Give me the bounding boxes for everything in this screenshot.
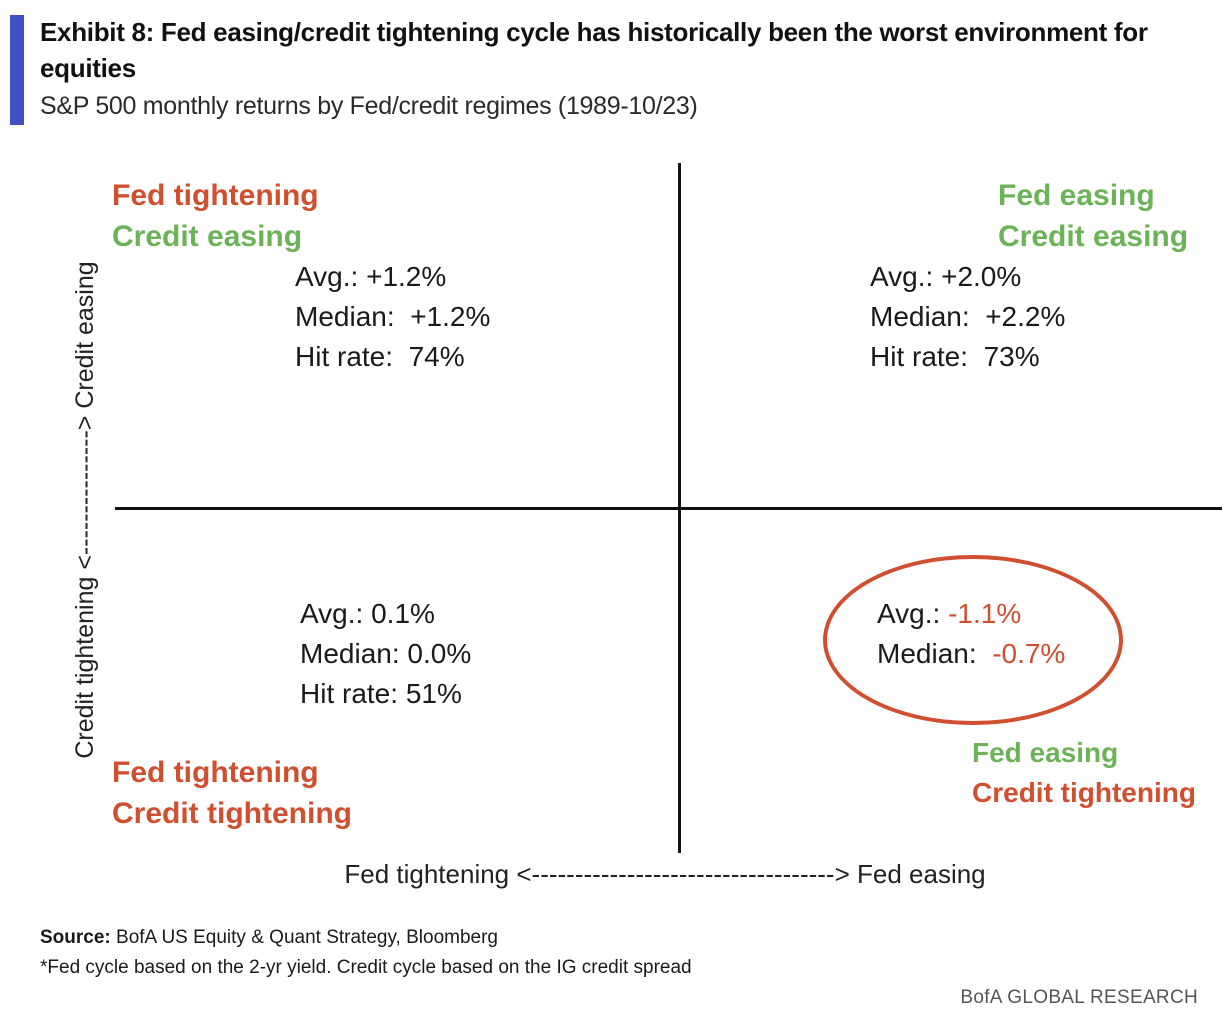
median-label: Median: (300, 638, 400, 669)
median-value: +2.2% (985, 301, 1066, 332)
avg-label: Avg.: (870, 261, 934, 292)
hit-rate-label: Hit rate: (300, 678, 399, 709)
exhibit-title: Exhibit 8: Fed easing/credit tightening … (40, 17, 1148, 83)
source-text: BofA US Equity & Quant Strategy, Bloombe… (116, 927, 498, 948)
horizontal-axis-line (115, 507, 1222, 510)
footnote: *Fed cycle based on the 2-yr yield. Cred… (40, 957, 692, 978)
hit-rate-label: Hit rate: (295, 341, 394, 372)
regime-fed-label: Fed easing (972, 737, 1119, 768)
avg-value: +2.0% (941, 261, 1022, 292)
avg-value: -1.1% (948, 598, 1022, 629)
hit-rate-value: 73% (983, 341, 1040, 372)
exhibit-subtitle: S&P 500 monthly returns by Fed/credit re… (40, 92, 698, 120)
y-axis-label: Credit tightening <---------------> Cred… (71, 261, 99, 759)
hit-rate-row: Hit rate: 73% (870, 337, 1065, 377)
hit-rate-value: 51% (405, 678, 462, 709)
median-row: Median: 0.0% (300, 634, 471, 674)
quadrant-top-right-regime: Fed easing Credit easing (998, 175, 1188, 257)
avg-row: Avg.: +1.2% (295, 257, 490, 297)
quadrant-bottom-left-stats: Avg.: 0.1% Median: 0.0% Hit rate: 51% (300, 594, 471, 714)
median-label: Median: (295, 301, 395, 332)
regime-fed-label: Fed tightening (112, 756, 319, 789)
hit-rate-row: Hit rate: 74% (295, 337, 490, 377)
quadrant-bottom-right-stats: Avg.: -1.1% Median: -0.7% (877, 594, 1065, 674)
brand-label: BofA GLOBAL RESEARCH (960, 987, 1198, 1008)
regime-credit-label: Credit tightening (972, 777, 1196, 808)
exhibit-accent-bar (10, 15, 24, 125)
median-row: Median: -0.7% (877, 634, 1065, 674)
highlight-ellipse (823, 555, 1123, 725)
avg-row: Avg.: +2.0% (870, 257, 1065, 297)
source-label: Source: (40, 927, 111, 948)
quadrant-top-right-stats: Avg.: +2.0% Median: +2.2% Hit rate: 73% (870, 257, 1065, 377)
median-value: -0.7% (992, 638, 1066, 669)
hit-rate-value: 74% (408, 341, 465, 372)
regime-credit-label: Credit easing (998, 220, 1189, 253)
regime-fed-label: Fed tightening (112, 179, 319, 212)
median-value: 0.0% (407, 638, 472, 669)
hit-rate-label: Hit rate: (870, 341, 969, 372)
regime-fed-label: Fed easing (998, 179, 1155, 212)
quadrant-bottom-right-regime: Fed easing Credit tightening (972, 733, 1196, 813)
avg-label: Avg.: (300, 598, 364, 629)
quadrant-top-left-stats: Avg.: +1.2% Median: +1.2% Hit rate: 74% (295, 257, 490, 377)
avg-row: Avg.: 0.1% (300, 594, 471, 634)
source-note: Source: BofA US Equity & Quant Strategy,… (40, 925, 498, 951)
avg-value: +1.2% (366, 261, 447, 292)
quadrant-bottom-left-regime: Fed tightening Credit tightening (112, 752, 352, 834)
avg-row: Avg.: -1.1% (877, 594, 1065, 634)
median-label: Median: (870, 301, 970, 332)
median-row: Median: +2.2% (870, 297, 1065, 337)
median-row: Median: +1.2% (295, 297, 490, 337)
avg-label: Avg.: (877, 598, 941, 629)
quadrant-top-left-regime: Fed tightening Credit easing (112, 175, 319, 257)
regime-credit-label: Credit tightening (112, 797, 352, 830)
hit-rate-row: Hit rate: 51% (300, 674, 471, 714)
median-value: +1.2% (410, 301, 491, 332)
median-label: Median: (877, 638, 977, 669)
avg-value: 0.1% (371, 598, 435, 629)
x-axis-label: Fed tightening <------------------------… (344, 859, 986, 889)
avg-label: Avg.: (295, 261, 359, 292)
regime-credit-label: Credit easing (112, 220, 303, 253)
